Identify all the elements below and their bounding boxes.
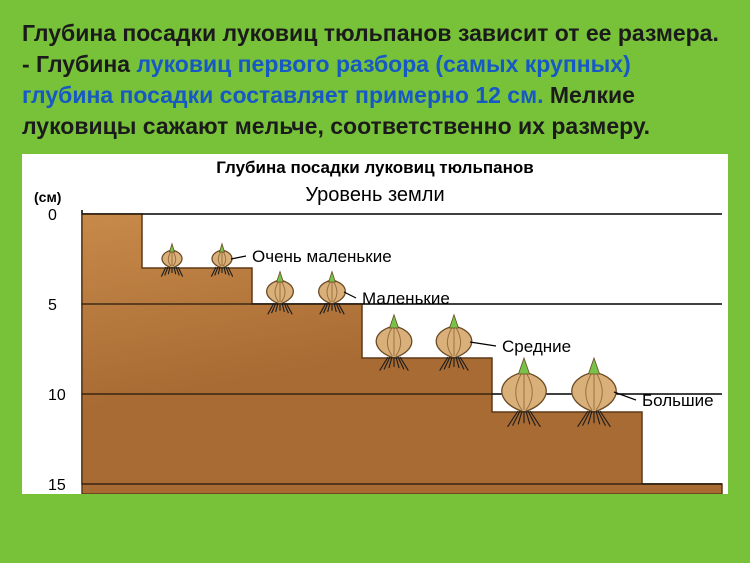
planting-depth-diagram: Глубина посадки луковиц тюльпанов Уровен… — [22, 154, 728, 494]
label-leader-line — [470, 342, 496, 346]
bulb-size-label: Очень маленькие — [252, 247, 392, 266]
axis-unit-label: (см) — [34, 189, 61, 205]
axis-tick-label: 10 — [48, 387, 66, 404]
slide-page: Глубина посадки луковиц тюльпанов зависи… — [0, 0, 750, 563]
axis-tick-label: 5 — [48, 297, 57, 314]
label-leader-line — [231, 256, 246, 259]
bulb-size-label: Средние — [502, 337, 571, 356]
intro-text: Глубина посадки луковиц тюльпанов зависи… — [22, 18, 728, 142]
bulb-size-label: Большие — [642, 391, 714, 410]
axis-tick-label: 0 — [48, 207, 57, 224]
axis-tick-label: 15 — [48, 477, 66, 494]
label-leader-line — [614, 392, 636, 400]
label-leader-line — [344, 292, 356, 298]
bulb-size-label: Маленькие — [362, 289, 450, 308]
diagram-svg: 0 5 10 15 (см) Очень маленькие Маленькие Средни… — [22, 154, 728, 494]
